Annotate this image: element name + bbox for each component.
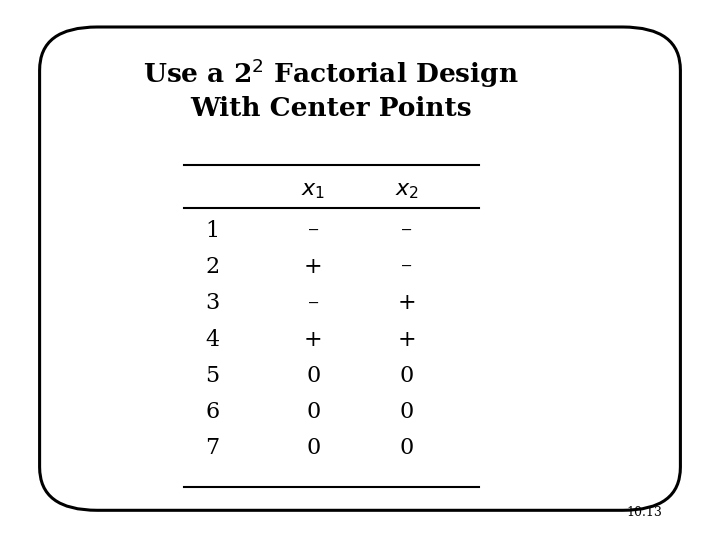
FancyBboxPatch shape — [40, 27, 680, 510]
Text: 4: 4 — [205, 329, 220, 350]
Text: +: + — [397, 329, 416, 350]
Text: Use a 2$^2$ Factorial Design: Use a 2$^2$ Factorial Design — [143, 56, 519, 90]
Text: 3: 3 — [205, 293, 220, 314]
Text: 0: 0 — [400, 365, 414, 387]
Text: –: – — [401, 256, 413, 278]
Text: 0: 0 — [400, 437, 414, 459]
Text: +: + — [397, 293, 416, 314]
Text: 2: 2 — [205, 256, 220, 278]
Text: 0: 0 — [400, 401, 414, 423]
Text: 7: 7 — [205, 437, 220, 459]
Text: +: + — [304, 329, 323, 350]
Text: 6: 6 — [205, 401, 220, 423]
Text: +: + — [304, 256, 323, 278]
Text: 10.13: 10.13 — [626, 507, 662, 519]
Text: With Center Points: With Center Points — [190, 96, 472, 120]
Text: 0: 0 — [306, 401, 320, 423]
Text: 0: 0 — [306, 365, 320, 387]
Text: –: – — [307, 220, 319, 242]
Text: $x_1$: $x_1$ — [301, 179, 325, 201]
Text: 0: 0 — [306, 437, 320, 459]
Text: 5: 5 — [205, 365, 220, 387]
Text: –: – — [307, 293, 319, 314]
Text: $x_2$: $x_2$ — [395, 179, 419, 201]
Text: 1: 1 — [205, 220, 220, 242]
Text: –: – — [401, 220, 413, 242]
